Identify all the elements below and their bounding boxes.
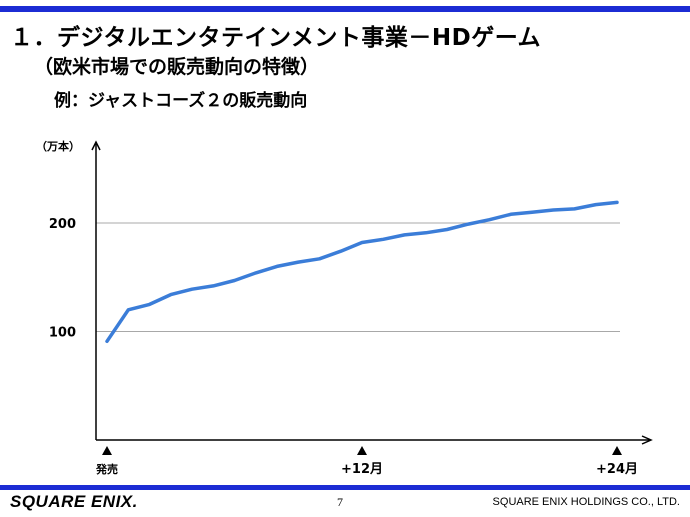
x-marker-label: 発売 [95,462,118,476]
x-axis-arrowhead [641,435,653,445]
page-number: 7 [337,495,343,509]
y-unit-label: （万本） [36,139,80,153]
company-name: SQUARE ENIX HOLDINGS CO., LTD. [492,496,680,508]
x-marker-triangle [102,446,112,455]
sales-series-line [105,200,619,344]
axes [91,140,653,445]
y-tick-labels: 100 200 [49,217,76,341]
x-marker-triangle [612,446,622,455]
y-tick-label: 100 [49,326,76,341]
x-markers: 発売 +12月 +24月 [95,446,638,477]
series-layer [105,200,619,344]
sales-line-chart: 100 200 発売 +12月 +24月 （万本） [36,139,653,477]
chart-caption: 例：ジャストコーズ２の販売動向 [54,91,308,111]
slide-title: １．デジタルエンタテインメント事業－HDゲーム [10,25,542,51]
grid-lines [96,222,620,332]
top-blue-rule [0,6,690,12]
square-enix-logo: SQUARE ENIX. [10,492,138,511]
x-marker-label: +12月 [341,462,383,477]
x-marker-label: +24月 [596,462,638,477]
x-marker-triangle [357,446,367,455]
bottom-blue-rule [0,485,690,490]
y-axis-arrowhead [91,140,101,151]
slide-subtitle: （欧米市場での販売動向の特徴） [34,56,320,78]
y-tick-label: 200 [49,217,76,232]
